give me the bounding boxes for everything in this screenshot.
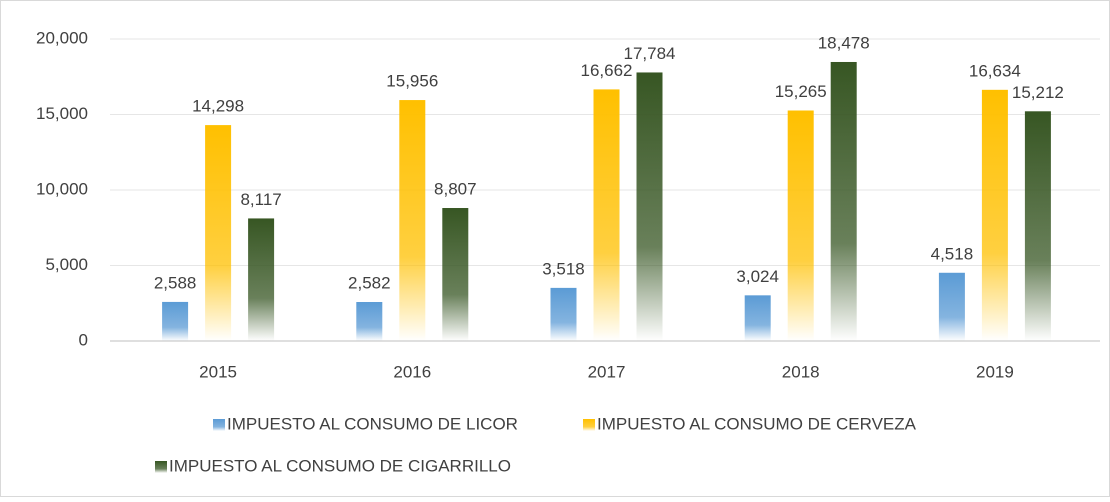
data-label: 15,265 — [775, 82, 827, 101]
x-tick-label: 2017 — [588, 362, 626, 381]
data-label: 4,518 — [931, 244, 974, 263]
data-label: 17,784 — [624, 44, 676, 63]
y-tick-label: 15,000 — [36, 104, 88, 123]
bar — [442, 208, 469, 341]
bar — [550, 287, 577, 341]
y-tick-label: 10,000 — [36, 179, 88, 198]
legend-label: IMPUESTO AL CONSUMO DE CERVEZA — [597, 414, 917, 433]
bar — [593, 89, 620, 341]
bar — [205, 125, 232, 342]
data-label: 15,212 — [1012, 83, 1064, 102]
bar — [744, 295, 771, 341]
y-tick-label: 0 — [79, 330, 88, 349]
bar — [248, 218, 275, 341]
data-label: 3,024 — [736, 267, 779, 286]
x-tick-label: 2016 — [393, 362, 431, 381]
data-label: 2,588 — [154, 273, 197, 292]
data-label: 16,634 — [969, 61, 1021, 80]
legend-label: IMPUESTO AL CONSUMO DE LICOR — [227, 414, 518, 433]
bar — [938, 272, 965, 341]
bar — [787, 110, 814, 341]
y-tick-label: 5,000 — [45, 255, 88, 274]
bar — [1024, 111, 1051, 341]
bar — [399, 100, 426, 342]
bar — [830, 61, 857, 341]
bar — [636, 72, 663, 341]
data-label: 8,117 — [240, 190, 281, 209]
data-label: 15,956 — [386, 72, 438, 91]
bar — [981, 89, 1008, 341]
bar — [162, 301, 189, 341]
data-label: 3,518 — [542, 259, 585, 278]
legend-label: IMPUESTO AL CONSUMO DE CIGARRILLO — [169, 456, 511, 475]
x-tick-label: 2019 — [976, 362, 1014, 381]
x-tick-label: 2015 — [199, 362, 237, 381]
data-label: 18,478 — [818, 33, 870, 52]
legend-swatch — [155, 461, 167, 473]
data-label: 14,298 — [192, 97, 244, 116]
data-label: 2,582 — [348, 273, 391, 292]
legend-swatch — [583, 419, 595, 431]
bar — [356, 302, 383, 341]
x-tick-label: 2018 — [782, 362, 820, 381]
data-label: 8,807 — [434, 179, 477, 198]
legend-swatch — [213, 419, 225, 431]
y-tick-label: 20,000 — [36, 28, 88, 47]
data-label: 16,662 — [581, 61, 633, 80]
